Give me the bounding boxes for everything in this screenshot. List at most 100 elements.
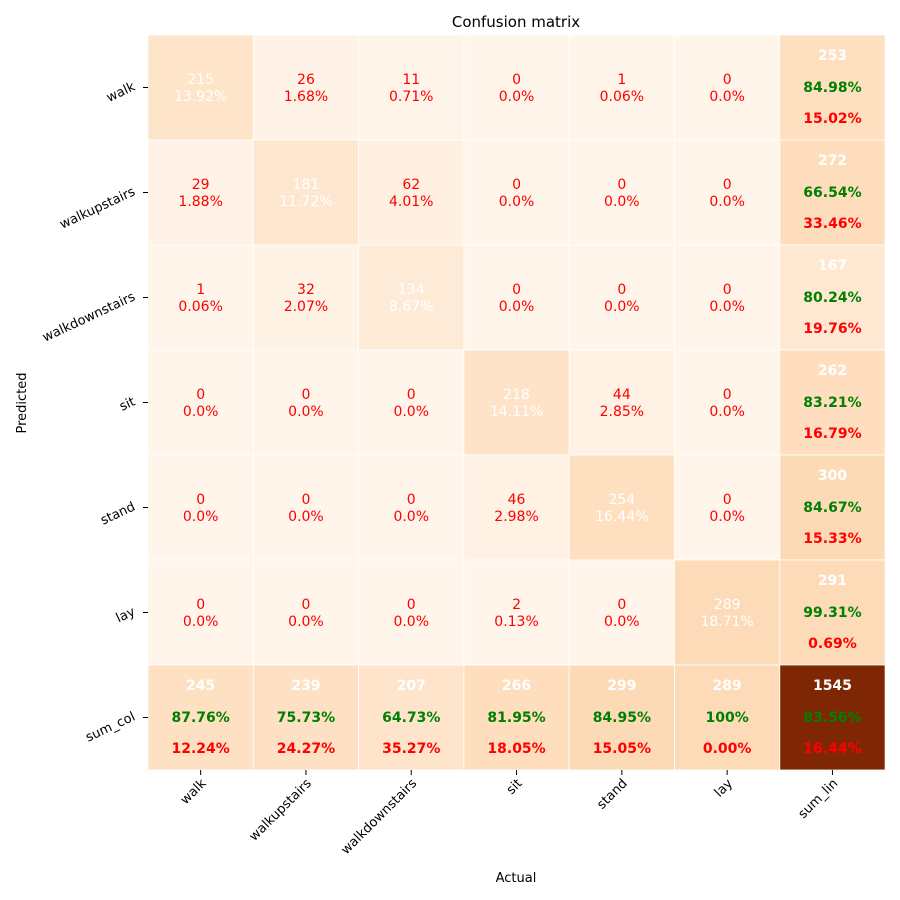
cell-percent-label: 0.0% [709, 509, 745, 525]
total-correct-label: 84.95% [593, 710, 651, 726]
total-correct-label: 84.98% [803, 80, 861, 96]
heatmap-cell [358, 34, 465, 141]
cell-percent-label: 1.68% [284, 89, 328, 105]
total-error-label: 35.27% [382, 741, 440, 757]
heatmap-cell [779, 244, 886, 351]
cell-percent-label: 0.71% [389, 89, 433, 105]
cell-count-label: 0 [512, 282, 521, 298]
cell-percent-label: 0.0% [499, 89, 535, 105]
heatmap-cell [252, 454, 360, 561]
heatmap-cell [674, 454, 781, 561]
cell-percent-label: 0.0% [288, 404, 324, 420]
cell-percent-label: 0.0% [499, 194, 535, 210]
heatmap-cell [358, 664, 465, 771]
total-correct-label: 75.73% [277, 710, 335, 726]
cell-count-label: 0 [407, 387, 416, 403]
heatmap-cell [779, 454, 886, 561]
cell-count-label: 0 [617, 597, 626, 613]
total-count-label: 262 [818, 363, 847, 379]
cell-percent-label: 0.0% [393, 614, 429, 630]
total-error-label: 33.46% [803, 216, 861, 232]
heatmap-cell [674, 139, 781, 246]
total-error-label: 24.27% [277, 741, 335, 757]
total-correct-label: 100% [706, 710, 749, 726]
total-count-label: 289 [713, 678, 742, 694]
total-correct-label: 84.67% [803, 500, 861, 516]
cell-count-label: 0 [723, 282, 732, 298]
cell-percent-label: 0.0% [393, 509, 429, 525]
cell-count-label: 0 [301, 492, 310, 508]
heatmap-cell [463, 244, 570, 351]
total-error-label: 12.24% [171, 741, 229, 757]
heatmap-cell [358, 454, 465, 561]
total-count-label: 266 [502, 678, 531, 694]
total-error-label: 19.76% [803, 321, 861, 337]
heatmap-cell [147, 664, 254, 771]
total-error-label: 15.02% [803, 111, 861, 127]
total-count-label: 291 [818, 573, 847, 589]
cell-percent-label: 0.0% [604, 194, 640, 210]
cell-count-label: 1 [196, 282, 205, 298]
cell-percent-label: 0.0% [709, 89, 745, 105]
cell-count-label: 0 [512, 177, 521, 193]
heatmap-cell [358, 139, 465, 246]
total-count-label: 299 [607, 678, 636, 694]
heatmap-cell [779, 34, 886, 141]
cell-count-label: 0 [407, 597, 416, 613]
cell-count-label: 215 [187, 72, 214, 88]
total-error-label: 18.05% [487, 741, 545, 757]
cell-count-label: 0 [617, 282, 626, 298]
heatmap-cell [779, 139, 886, 246]
total-error-label: 15.05% [593, 741, 651, 757]
total-count-label: 167 [818, 258, 847, 274]
cell-count-label: 0 [407, 492, 416, 508]
total-correct-label: 64.73% [382, 710, 440, 726]
total-error-label: 16.79% [803, 426, 861, 442]
total-count-label: 239 [291, 678, 320, 694]
cell-percent-label: 11.72% [279, 194, 332, 210]
y-tick-label: lay [114, 604, 138, 626]
heatmap-cell [358, 559, 465, 666]
total-correct-label: 81.95% [487, 710, 545, 726]
cell-count-label: 0 [723, 387, 732, 403]
total-count-label: 272 [818, 153, 847, 169]
cell-percent-label: 1.88% [178, 194, 222, 210]
heatmap-cell [358, 244, 465, 351]
total-correct-label: 83.21% [803, 395, 861, 411]
total-correct-label: 99.31% [803, 605, 861, 621]
chart-title: Confusion matrix [452, 13, 580, 31]
cell-count-label: 0 [301, 597, 310, 613]
cell-percent-label: 4.01% [389, 194, 433, 210]
heatmap-cell [568, 664, 675, 771]
x-axis-label: Actual [496, 871, 537, 886]
cell-count-label: 289 [714, 597, 741, 613]
cell-percent-label: 8.67% [389, 299, 433, 315]
heatmap-cell [147, 559, 254, 666]
heatmap-cell [674, 244, 781, 351]
cell-percent-label: 0.06% [600, 89, 644, 105]
total-count-label: 300 [818, 468, 847, 484]
total-error-label: 0.69% [808, 636, 857, 652]
cell-percent-label: 2.98% [494, 509, 538, 525]
cell-count-label: 32 [297, 282, 315, 298]
cell-percent-label: 0.0% [604, 614, 640, 630]
heatmap-cell [252, 664, 360, 771]
heatmap-cell [568, 244, 675, 351]
cell-count-label: 254 [608, 492, 635, 508]
cell-percent-label: 14.11% [490, 404, 543, 420]
heatmap-cell [779, 559, 886, 666]
heatmap-cell [252, 34, 360, 141]
cell-count-label: 0 [196, 597, 205, 613]
cell-count-label: 46 [508, 492, 526, 508]
heatmap-cell [568, 454, 675, 561]
heatmap-cell [252, 559, 360, 666]
cell-count-label: 134 [398, 282, 425, 298]
heatmap-cell [779, 664, 886, 771]
heatmap-cell [252, 139, 360, 246]
total-error-label: 0.00% [703, 741, 752, 757]
cell-percent-label: 0.0% [709, 404, 745, 420]
heatmap-cell [463, 349, 570, 456]
heatmap-cell [147, 244, 254, 351]
total-error-label: 16.44% [803, 741, 861, 757]
cell-count-label: 0 [723, 177, 732, 193]
